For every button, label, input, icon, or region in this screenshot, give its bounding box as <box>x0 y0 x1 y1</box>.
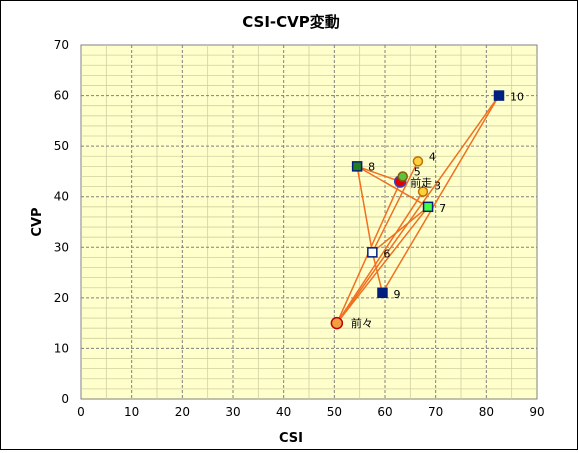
connection-line <box>336 206 429 324</box>
point-6 <box>367 247 378 258</box>
x-tick-label: 70 <box>428 405 443 419</box>
data-label-前々: 前々 <box>351 316 373 330</box>
x-tick-label: 0 <box>77 405 85 419</box>
point-3 <box>417 186 429 197</box>
data-label-6: 6 <box>383 247 390 260</box>
y-tick-label: 10 <box>54 341 69 355</box>
connection-line <box>371 160 419 253</box>
x-tick-label: 90 <box>529 405 544 419</box>
connection-line <box>336 95 500 324</box>
point-前々 <box>330 316 344 330</box>
point-4 <box>412 156 424 167</box>
connection-line <box>336 191 424 324</box>
y-tick-label: 50 <box>54 139 69 153</box>
data-label-7: 7 <box>439 202 446 215</box>
y-axis-label: CVP <box>30 207 45 236</box>
data-label-3: 3 <box>434 180 441 193</box>
x-axis-ticks: 0 10 20 30 40 50 60 70 80 90 <box>77 405 544 419</box>
x-tick-label: 50 <box>327 405 342 419</box>
x-tick-label: 40 <box>276 405 291 419</box>
x-axis-label: CSI <box>279 431 303 446</box>
data-labels: 前々 前走 3 45 6 7 8 9 10 <box>351 91 524 331</box>
y-tick-label: 70 <box>54 38 69 52</box>
data-markers <box>330 90 505 330</box>
major-grid <box>81 45 537 399</box>
y-tick-label: 60 <box>54 89 69 103</box>
x-tick-label: 20 <box>175 405 190 419</box>
connection-line <box>381 95 500 294</box>
connection-lines <box>336 95 500 324</box>
x-tick-label: 30 <box>225 405 240 419</box>
x-tick-label: 60 <box>377 405 392 419</box>
y-axis-ticks: 0 10 20 30 40 50 60 70 <box>54 38 69 406</box>
y-tick-label: 0 <box>61 392 69 406</box>
point-5 <box>397 171 408 182</box>
y-tick-label: 30 <box>54 240 69 254</box>
x-tick-label: 80 <box>479 405 494 419</box>
data-label-4: 4 <box>429 150 436 163</box>
y-tick-label: 20 <box>54 291 69 305</box>
minor-grid <box>81 45 537 399</box>
point-9 <box>377 287 388 299</box>
connection-line <box>356 166 374 253</box>
x-tick-label: 10 <box>124 405 139 419</box>
chart-title: CSI-CVP変動 <box>242 13 340 31</box>
point-7 <box>422 201 434 213</box>
data-label-5: 5 <box>414 165 421 178</box>
data-label-前走: 前走 <box>410 176 432 190</box>
data-label-10: 10 <box>510 91 524 104</box>
y-tick-label: 40 <box>54 190 69 204</box>
point-8 <box>351 161 363 172</box>
connection-line <box>356 165 401 183</box>
data-label-8: 8 <box>368 160 375 173</box>
data-label-9: 9 <box>393 288 400 301</box>
point-10 <box>493 90 505 101</box>
connection-line <box>371 206 429 253</box>
connection-line <box>371 252 384 293</box>
connection-line <box>356 165 429 208</box>
